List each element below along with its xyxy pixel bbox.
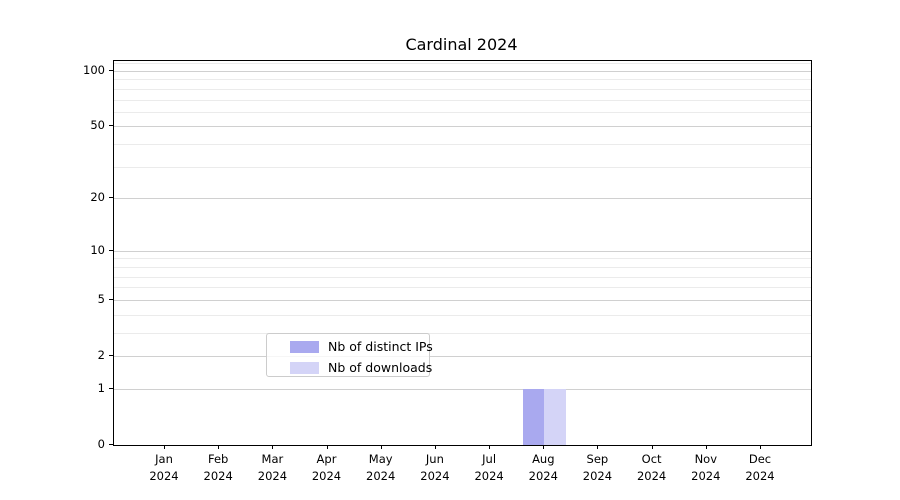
gridline-major-50 [114,126,811,128]
xtick-label-nov: Nov 2024 [676,451,736,484]
ytick-label-10: 10 [90,242,105,257]
xtick-year-may: 2024 [366,468,396,483]
xtick-year-sep: 2024 [582,468,613,483]
xtick-mark-oct [651,445,653,449]
gridline-major-2 [114,356,811,357]
xtick-mark-mar [272,445,274,449]
xtick-label-dec: Dec 2024 [730,451,790,484]
xtick-year-jun: 2024 [420,468,450,483]
plot-area [113,60,812,446]
xtick-label-jan: Jan 2024 [134,451,194,484]
ytick-label-50: 50 [90,118,105,133]
xtick-label-may: May 2024 [351,451,411,484]
xtick-year-aug: 2024 [528,468,558,483]
xtick-label-jul: Jul 2024 [459,451,519,484]
gridline-minor-3 [114,332,811,334]
legend: Nb of distinct IPs Nb of downloads [266,333,433,377]
xtick-label-apr: Apr 2024 [297,451,357,484]
gridline-minor-4 [114,314,811,316]
xtick-year-jan: 2024 [149,468,179,483]
gridline-minor-60 [114,111,811,113]
xtick-mark-apr [326,445,328,449]
ytick-mark-10 [109,249,113,251]
xtick-year-mar: 2024 [257,468,288,483]
gridline-minor-6 [114,287,811,289]
xtick-mark-dec [760,445,761,449]
gridline-minor-8 [114,266,811,268]
xtick-label-oct: Oct 2024 [622,451,682,484]
ytick-label-5: 5 [97,291,105,306]
xtick-mark-jan [164,445,165,449]
xtick-year-dec: 2024 [745,468,775,483]
gridline-minor-70 [114,99,811,101]
chart-title: Cardinal 2024 [405,35,518,54]
legend-label-distinct-ips: Nb of distinct IPs [328,339,433,354]
ytick-mark-50 [109,125,113,127]
xtick-label-jun: Jun 2024 [405,451,465,484]
legend-swatch-downloads [290,361,319,374]
gridline-minor-90 [114,79,811,81]
legend-item-distinct-ips: Nb of distinct IPs [267,337,433,356]
legend-label-downloads: Nb of downloads [328,360,433,375]
xtick-year-oct: 2024 [636,468,667,483]
xtick-mark-jun [434,445,436,449]
legend-swatch-distinct-ips [290,340,319,353]
xtick-mark-feb [218,445,220,449]
gridline-minor-9 [114,258,811,260]
bar-distinct-ips-aug [522,388,545,445]
gridline-minor-80 [114,88,811,90]
ytick-mark-0 [109,444,113,445]
ytick-mark-1 [109,387,113,389]
xtick-label-mar: Mar 2024 [242,451,302,484]
xtick-label-aug: Aug 2024 [513,451,573,484]
ytick-label-1: 1 [97,380,105,395]
xtick-label-feb: Feb 2024 [188,451,248,484]
gridline-major-100 [114,71,811,72]
ytick-label-20: 20 [90,190,105,205]
ytick-label-0: 0 [97,437,105,451]
xtick-label-sep: Sep 2024 [567,451,627,484]
ytick-mark-5 [109,298,113,300]
xtick-year-jul: 2024 [474,468,504,483]
gridline-major-10 [114,250,811,252]
gridline-major-1 [114,388,811,390]
xtick-mark-aug [543,445,545,449]
ytick-mark-20 [109,197,113,199]
gridline-minor-30 [114,166,811,168]
xtick-mark-may [380,445,382,449]
legend-item-downloads: Nb of downloads [267,358,433,377]
xtick-mark-sep [597,445,599,449]
xtick-year-apr: 2024 [311,468,342,483]
gridline-major-5 [114,299,811,301]
gridline-minor-7 [114,276,811,278]
ytick-label-100: 100 [83,63,105,77]
bar-downloads-aug [544,388,566,445]
ytick-mark-100 [109,70,113,71]
xtick-year-feb: 2024 [203,468,233,483]
gridline-major-20 [114,198,811,200]
xtick-year-nov: 2024 [691,468,721,483]
gridline-minor-110 [114,63,811,65]
xtick-mark-nov [705,445,707,449]
gridline-minor-40 [114,144,811,146]
ytick-label-2: 2 [97,348,105,362]
xtick-mark-jul [489,445,491,449]
ytick-mark-2 [109,355,113,356]
